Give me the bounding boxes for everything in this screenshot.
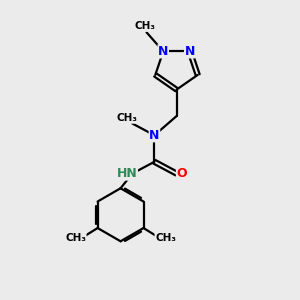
Text: CH₃: CH₃ — [155, 233, 176, 243]
Text: N: N — [149, 129, 160, 142]
Text: CH₃: CH₃ — [65, 233, 86, 243]
Text: N: N — [184, 45, 195, 58]
Text: HN: HN — [117, 167, 137, 180]
Text: N: N — [158, 45, 168, 58]
Text: CH₃: CH₃ — [134, 21, 155, 31]
Text: O: O — [176, 167, 187, 180]
Text: CH₃: CH₃ — [116, 113, 137, 123]
